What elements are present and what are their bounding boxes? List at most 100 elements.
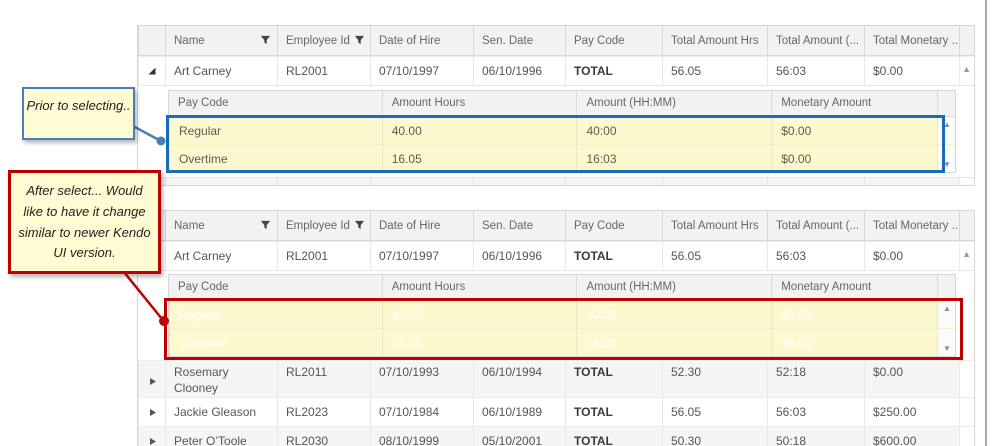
column-header-sen-date[interactable]: Sen. Date [473, 211, 565, 240]
row-rosemary-clooney[interactable]: Rosemary Clooney RL2011 07/10/1993 06/10… [138, 360, 974, 397]
filter-icon[interactable] [260, 35, 271, 46]
cell-employee-id: RL2001 [277, 57, 370, 85]
filter-icon[interactable] [260, 220, 271, 231]
filter-icon[interactable] [354, 35, 365, 46]
row-jackie-gleason[interactable]: Jackie Gleason RL2023 07/10/1984 06/10/1… [138, 397, 974, 426]
grid-scroll-up-icon[interactable]: ▲ [962, 64, 971, 74]
cell-total-monetary: $600.00 [864, 427, 959, 446]
cell-date-of-hire: 07/10/1997 [370, 57, 473, 85]
row-scroll-spacer [937, 329, 955, 356]
cell-total-amount-hhmm [767, 178, 864, 185]
column-header-total-monetary[interactable]: Total Monetary ... [864, 211, 959, 240]
cell-pay-code: TOTAL [565, 427, 662, 446]
cell-sen-date: 06/10/1996 [473, 57, 565, 85]
cell-pay-code: TOTAL [565, 398, 662, 426]
row-scroll-spacer [937, 117, 955, 144]
expand-icon[interactable] [147, 376, 157, 387]
column-header-employee-id[interactable]: Employee Id [277, 211, 370, 240]
detail-row-overtime-selected[interactable]: Overtime 16.05 16:03 $0.00 [169, 328, 955, 356]
header-scroll-spacer [959, 26, 974, 55]
scroll-up-icon[interactable]: ▲ [943, 304, 951, 313]
cell-pay-code: TOTAL [565, 57, 662, 85]
master-row-art-carney[interactable]: Art Carney RL2001 07/10/1997 06/10/1996 … [138, 56, 974, 85]
grid-scroll-up-icon[interactable]: ▲ [962, 249, 971, 259]
cell-sen-date [473, 178, 565, 185]
expand-icon[interactable] [147, 407, 157, 418]
column-header-sen-date[interactable]: Sen. Date [473, 26, 565, 55]
expand-icon[interactable] [147, 436, 157, 446]
collapse-icon[interactable] [147, 66, 157, 76]
column-header-total-amount-hrs[interactable]: Total Amount Hrs [662, 211, 767, 240]
column-header-total-amount-hhmm[interactable]: Total Amount (... [767, 211, 864, 240]
column-header-total-monetary[interactable]: Total Monetary ... [864, 26, 959, 55]
partial-row-rosemary[interactable]: Rosemary [138, 177, 974, 185]
cell-employee-id [277, 178, 370, 185]
scroll-down-icon[interactable]: ▼ [943, 160, 951, 169]
cell-pay-code: Overtime [169, 145, 382, 172]
expand-cell[interactable] [138, 427, 165, 446]
cell-name: Art Carney [165, 57, 277, 85]
column-label: Total Amount (... [776, 34, 860, 47]
cell-total-monetary: $0.00 [864, 57, 959, 85]
cell-monetary-amount: $0.00 [771, 301, 937, 328]
column-label: Total Monetary ... [873, 219, 959, 232]
column-header-name[interactable]: Name [165, 211, 277, 240]
subgrid-scrollbar[interactable]: ▲ ▼ [939, 117, 955, 172]
column-header-total-amount-hhmm[interactable]: Total Amount (... [767, 26, 864, 55]
row-scroll-spacer [937, 145, 955, 172]
subgrid-scrollbar[interactable]: ▲ ▼ [939, 301, 955, 356]
cell-amount-hhmm: 40:00 [576, 301, 771, 328]
cell-sen-date: 06/10/1996 [473, 242, 565, 270]
scroll-up-icon[interactable]: ▲ [943, 120, 951, 129]
detail-row-overtime[interactable]: Overtime 16.05 16:03 $0.00 [169, 144, 955, 172]
column-label: Total Amount Hrs [671, 34, 759, 47]
expand-cell[interactable] [138, 361, 165, 397]
subgrid-header-row: Pay Code Amount Hours Amount (HH:MM) Mon… [169, 91, 955, 117]
column-header-employee-id[interactable]: Employee Id [277, 26, 370, 55]
pay-code-subgrid: Pay Code Amount Hours Amount (HH:MM) Mon… [168, 90, 956, 173]
cell-amount-hhmm: 40:00 [576, 117, 771, 144]
column-header-name[interactable]: Name [165, 26, 277, 55]
column-header-date-of-hire[interactable]: Date of Hire [370, 211, 473, 240]
subcolumn-pay-code[interactable]: Pay Code [178, 97, 229, 109]
callout-after-select: After select... Would like to have it ch… [8, 170, 161, 274]
cell-sen-date: 06/10/1989 [473, 398, 565, 426]
cell-date-of-hire: 07/10/1984 [370, 398, 473, 426]
filter-icon[interactable] [354, 220, 365, 231]
column-header-total-amount-hrs[interactable]: Total Amount Hrs [662, 26, 767, 55]
master-row-art-carney[interactable]: Art Carney RL2001 07/10/1997 06/10/1996 … [138, 241, 974, 270]
cell-sen-date: 05/10/2001 [473, 427, 565, 446]
column-label: Total Amount Hrs [671, 219, 759, 232]
cell-amount-hhmm: 16:03 [576, 329, 771, 356]
row-scroll-spacer [959, 57, 974, 85]
subcolumn-pay-code[interactable]: Pay Code [178, 281, 229, 293]
detail-row-regular[interactable]: Regular 40.00 40:00 $0.00 [169, 117, 955, 144]
hierarchy-header-cell [138, 26, 165, 55]
column-label: Total Monetary ... [873, 34, 959, 47]
callout-prior-to-selecting: Prior to selecting.. [22, 87, 135, 140]
detail-row-regular-selected[interactable]: Regular 40.00 40:00 $0.00 [169, 301, 955, 328]
subcolumn-amount-hours[interactable]: Amount Hours [381, 275, 577, 300]
cell-amount-hhmm: 16:03 [576, 145, 771, 172]
expand-cell[interactable] [138, 398, 165, 426]
window-right-edge [985, 0, 987, 446]
column-header-date-of-hire[interactable]: Date of Hire [370, 26, 473, 55]
cell-employee-id: RL2030 [277, 427, 370, 446]
cell-employee-id: RL2011 [277, 361, 370, 397]
cell-amount-hours: 40.00 [381, 301, 577, 328]
cell-pay-code: Overtime [169, 329, 382, 356]
cell-amount-hours: 16.05 [381, 329, 577, 356]
column-label: Date of Hire [379, 219, 441, 232]
column-header-pay-code[interactable]: Pay Code [565, 26, 662, 55]
subcolumn-amount-hours[interactable]: Amount Hours [381, 91, 577, 116]
scroll-down-icon[interactable]: ▼ [943, 344, 951, 353]
collapse-cell[interactable] [138, 57, 165, 85]
column-header-pay-code[interactable]: Pay Code [565, 211, 662, 240]
cell-pay-code: Regular [169, 117, 382, 144]
subcolumn-monetary-amount[interactable]: Monetary Amount [771, 91, 937, 116]
subcolumn-amount-hhmm[interactable]: Amount (HH:MM) [576, 275, 771, 300]
subcolumn-amount-hhmm[interactable]: Amount (HH:MM) [576, 91, 771, 116]
cell-total-amount-hrs: 56.05 [662, 398, 767, 426]
row-peter-otoole[interactable]: Peter O’Toole RL2030 08/10/1999 05/10/20… [138, 426, 974, 446]
subcolumn-monetary-amount[interactable]: Monetary Amount [771, 275, 937, 300]
